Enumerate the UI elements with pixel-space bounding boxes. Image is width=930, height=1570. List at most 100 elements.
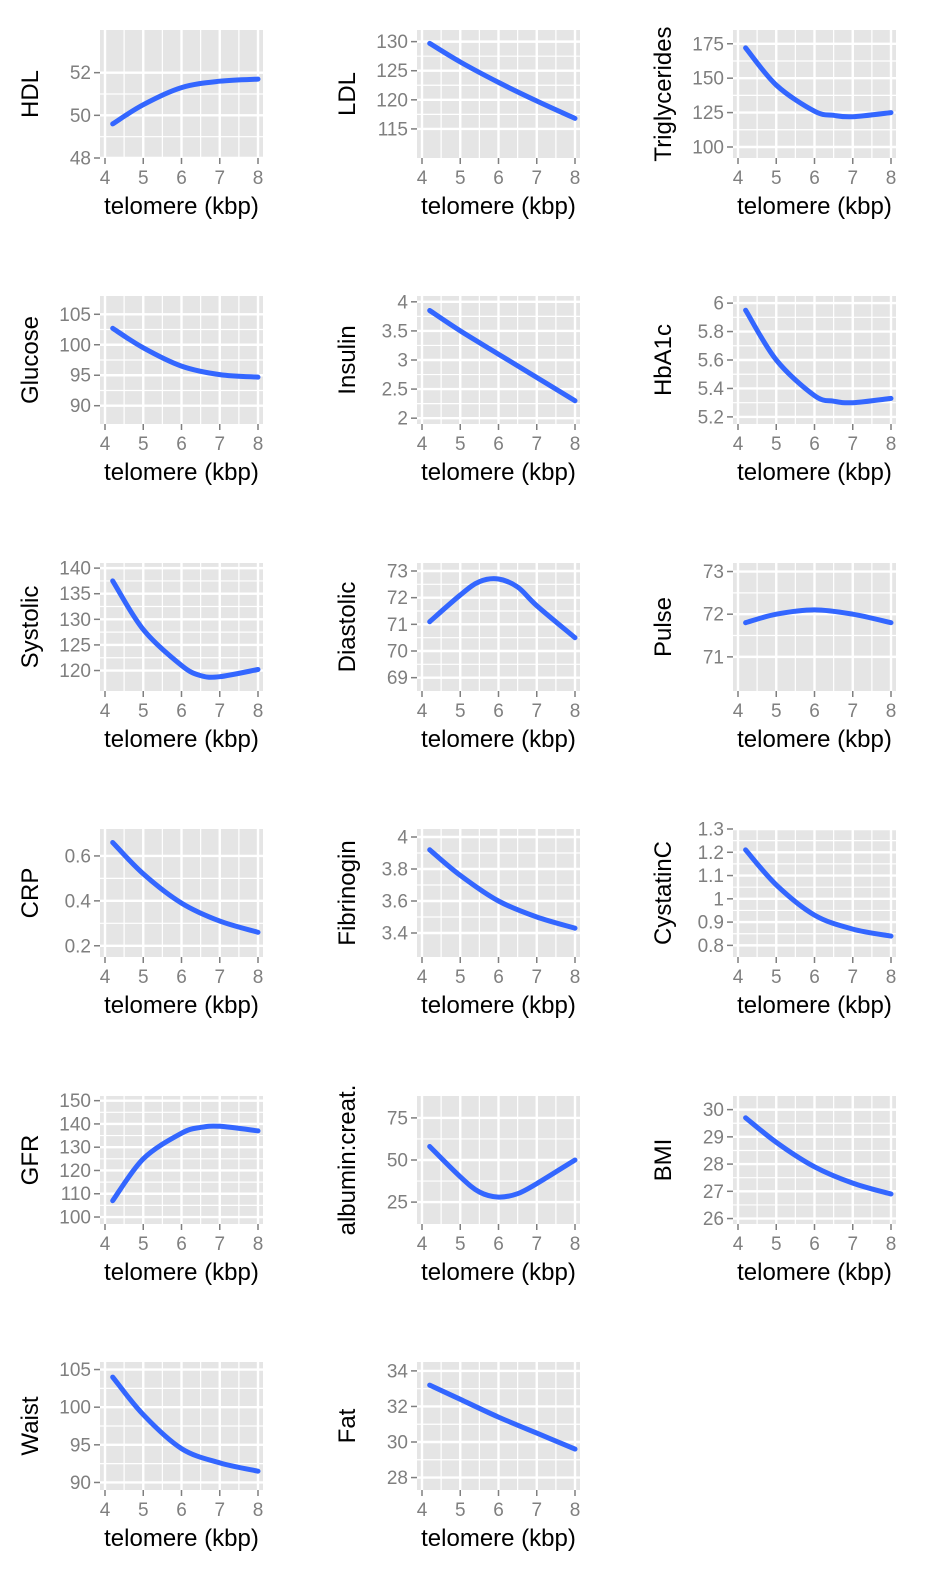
x-tick-label: 7 xyxy=(531,701,542,722)
x-tick-label: 5 xyxy=(771,434,782,455)
x-tick-label: 4 xyxy=(733,434,744,455)
chart-panel: 4 5 6 7 8 28 30 32 34 telomere (kbp) Fat xyxy=(334,1361,580,1552)
y-axis-title: CRP xyxy=(17,868,44,919)
y-tick-label: 50 xyxy=(70,106,91,127)
series-line xyxy=(427,1382,578,1452)
x-tick-label: 5 xyxy=(138,434,149,455)
y-axis-title: Triglycerides xyxy=(650,26,677,161)
y-tick-label: 25 xyxy=(387,1193,408,1214)
y-tick-label: 5.8 xyxy=(698,322,724,343)
y-tick-label: 100 xyxy=(59,335,91,356)
y-tick-label: 110 xyxy=(61,1184,91,1205)
x-tick-label: 7 xyxy=(847,701,858,722)
x-tick-label: 8 xyxy=(253,701,264,722)
y-tick-label: 72 xyxy=(703,605,724,626)
series-line xyxy=(427,847,578,931)
x-tick-label: 8 xyxy=(886,701,897,722)
x-tick-label: 7 xyxy=(531,1234,542,1255)
x-tick-label: 8 xyxy=(570,1234,581,1255)
x-tick-label: 4 xyxy=(417,1500,428,1521)
y-tick-label: 95 xyxy=(70,366,91,387)
chart-panel: 4 5 6 7 8 5.2 5.4 5.6 5.8 6 telomere (kbp) HbA1c xyxy=(650,294,896,486)
y-tick-label: 130 xyxy=(376,32,408,53)
x-tick-label: 4 xyxy=(417,967,428,988)
x-tick-label: 6 xyxy=(176,168,187,189)
y-tick-label: 1 xyxy=(713,889,724,910)
x-tick-label: 6 xyxy=(493,701,504,722)
y-axis-title: BMI xyxy=(650,1139,677,1182)
x-tick-label: 6 xyxy=(493,967,504,988)
y-tick-label: 34 xyxy=(387,1361,409,1382)
chart-panel: 4 5 6 7 8 90 95 100 105 telomere (kbp) Glucose xyxy=(17,296,263,486)
y-axis-title: Systolic xyxy=(17,586,44,669)
x-tick-label: 7 xyxy=(214,967,225,988)
y-tick-label: 3.4 xyxy=(382,924,409,945)
y-tick-label: 150 xyxy=(59,1091,91,1112)
y-tick-label: 71 xyxy=(703,647,724,668)
x-tick-label: 8 xyxy=(253,1234,264,1255)
y-tick-label: 28 xyxy=(387,1468,408,1489)
x-tick-label: 8 xyxy=(886,434,897,455)
x-tick-label: 4 xyxy=(100,1234,111,1255)
x-tick-label: 4 xyxy=(100,434,111,455)
x-axis-title: telomere (kbp) xyxy=(421,193,576,220)
x-tick-label: 7 xyxy=(214,168,225,189)
y-tick-label: 2.5 xyxy=(382,380,408,401)
series-line xyxy=(110,840,261,935)
series-line xyxy=(743,607,894,626)
x-axis-title: telomere (kbp) xyxy=(104,459,259,486)
y-axis-title: Glucose xyxy=(17,316,44,404)
x-tick-label: 4 xyxy=(733,1234,744,1255)
x-tick-label: 6 xyxy=(493,168,504,189)
y-tick-label: 73 xyxy=(703,562,724,583)
y-tick-label: 150 xyxy=(692,69,724,90)
y-tick-label: 71 xyxy=(387,615,408,636)
x-tick-label: 8 xyxy=(886,168,897,189)
series-line xyxy=(743,307,894,406)
x-tick-label: 7 xyxy=(531,967,542,988)
x-axis-title: telomere (kbp) xyxy=(104,992,259,1019)
x-axis-title: telomere (kbp) xyxy=(104,726,259,753)
y-tick-label: 5.4 xyxy=(698,379,725,400)
y-tick-label: 0.6 xyxy=(65,846,91,867)
chart-panel: 4 5 6 7 8 120 125 130 135 140 telomere (kbp) Systol… xyxy=(17,559,263,753)
chart-panel: 4 5 6 7 8 0.80.9 11.11.21.3 telomere (kbp) Cysta… xyxy=(650,820,896,1020)
y-axis-title: Fat xyxy=(334,1408,361,1443)
x-tick-label: 7 xyxy=(214,434,225,455)
y-tick-label: 3 xyxy=(397,351,408,372)
y-tick-label: 28 xyxy=(703,1155,724,1176)
x-axis-title: telomere (kbp) xyxy=(737,193,892,220)
x-tick-label: 8 xyxy=(253,1500,264,1521)
y-tick-label: 100 xyxy=(692,137,724,158)
y-tick-label: 48 xyxy=(70,149,91,170)
x-tick-label: 6 xyxy=(176,1234,187,1255)
y-tick-label: 3.6 xyxy=(382,892,408,913)
chart-panel: 4 5 6 7 8 48 50 52 telomere (kbp) HDL xyxy=(17,30,263,220)
x-axis-title: telomere (kbp) xyxy=(737,459,892,486)
x-tick-label: 5 xyxy=(771,967,782,988)
x-axis-title: telomere (kbp) xyxy=(421,992,576,1019)
y-tick-label: 27 xyxy=(703,1182,724,1203)
y-tick-label: 73 xyxy=(387,562,408,583)
y-tick-label: 1.3 xyxy=(698,820,724,841)
chart-panel: 4 5 6 7 8 0.2 0.4 0.6 telomere (kbp) CRP xyxy=(17,829,263,1019)
x-tick-label: 5 xyxy=(138,1234,149,1255)
series-line xyxy=(743,45,894,120)
x-tick-label: 5 xyxy=(455,967,466,988)
x-tick-label: 5 xyxy=(455,701,466,722)
y-tick-label: 90 xyxy=(70,1473,91,1494)
y-tick-label: 52 xyxy=(70,63,91,84)
x-tick-label: 6 xyxy=(493,1234,504,1255)
y-tick-label: 29 xyxy=(703,1127,724,1148)
y-tick-label: 125 xyxy=(59,635,91,656)
x-tick-label: 7 xyxy=(214,1234,225,1255)
chart-panel: 4 5 6 7 8 90 95 100 105 telomere (kbp) Waist xyxy=(17,1360,263,1552)
series-line xyxy=(427,40,578,121)
x-tick-label: 5 xyxy=(771,1234,782,1255)
x-tick-label: 8 xyxy=(253,434,264,455)
x-tick-label: 7 xyxy=(847,168,858,189)
x-tick-label: 4 xyxy=(417,701,428,722)
x-tick-label: 7 xyxy=(847,434,858,455)
y-tick-label: 0.8 xyxy=(698,936,724,957)
x-axis-title: telomere (kbp) xyxy=(737,992,892,1019)
